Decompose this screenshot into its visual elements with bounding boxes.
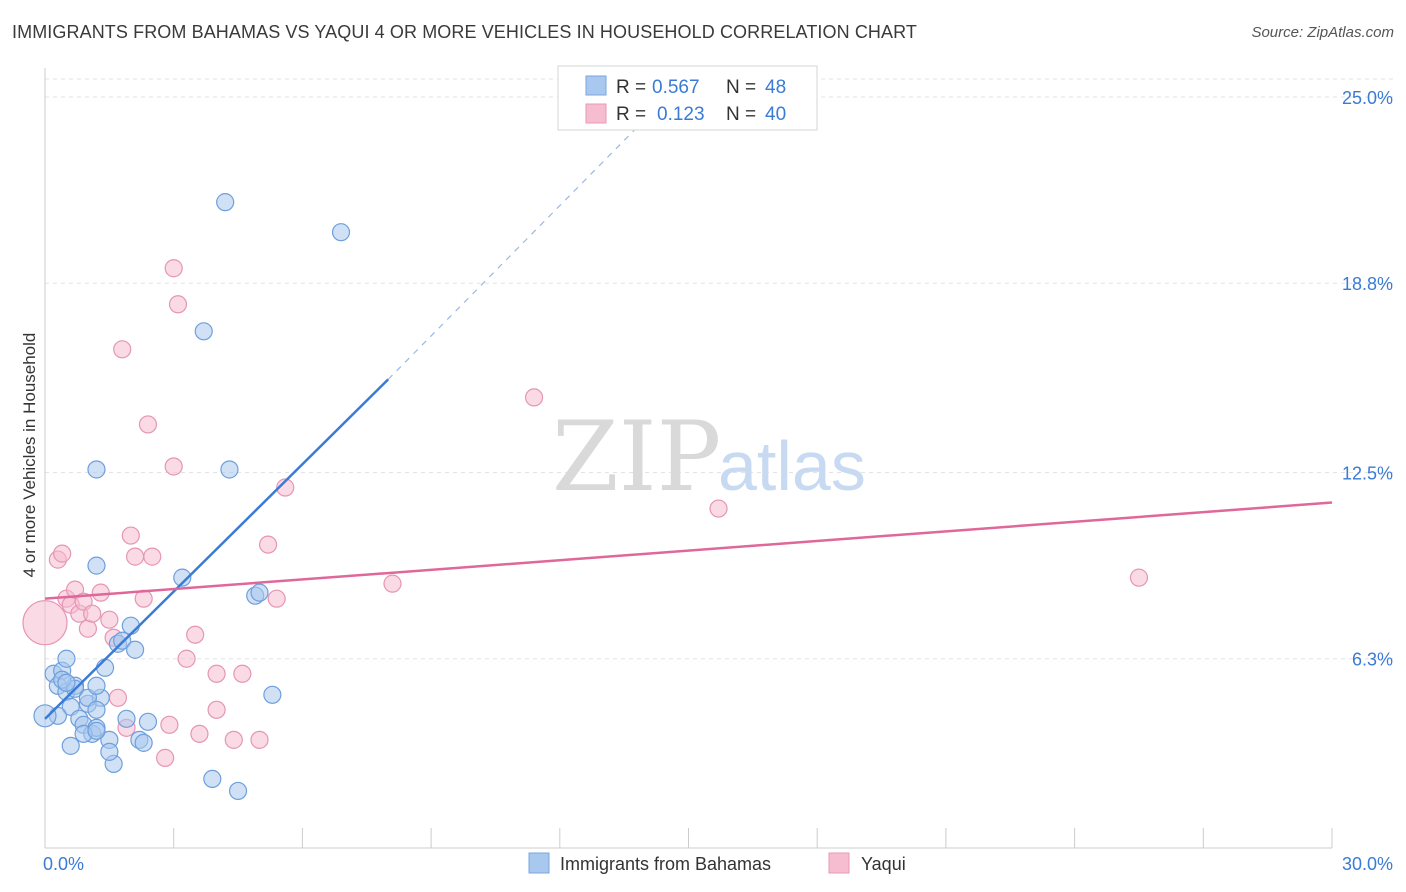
yaqui-point [83,604,102,623]
yaqui-point [177,649,196,668]
bottom-legend: Immigrants from Bahamas Yaqui [528,852,906,874]
chart-title: IMMIGRANTS FROM BAHAMAS VS YAQUI 4 OR MO… [12,22,917,42]
bahamas-point [173,568,192,587]
legend-n-label: N = [726,77,756,98]
bahamas-point [331,223,351,242]
yaqui-point [276,478,295,497]
trend-lines [44,96,1333,720]
legend-n-value: 48 [765,77,786,98]
yaqui-point [207,700,226,719]
yaqui-point [113,340,132,359]
yaqui-point [524,388,544,407]
bottom-legend-swatch-blue [528,852,550,874]
bottom-legend-label: Immigrants from Bahamas [560,854,771,874]
yaqui-point [143,547,162,566]
yaqui-point [190,724,209,743]
y-tick-label: 18.8% [1342,274,1393,294]
yaqui-point [160,715,179,734]
bahamas-point [194,322,213,341]
bahamas-point [33,704,57,728]
yaqui-point [186,625,205,644]
bahamas-point [87,700,106,719]
bahamas-trend-extension [387,96,668,380]
legend-r-value: 0.567 [652,77,700,98]
yaqui-point [383,574,402,593]
yaqui-point [108,688,128,707]
yaqui-point [125,547,145,566]
bahamas-point [138,712,158,731]
yaqui-trend-line [44,501,1333,600]
yaqui-point [22,600,68,646]
bahamas-point [134,733,153,752]
bahamas-point [61,736,80,755]
bahamas-point [250,583,269,602]
y-tick-labels: 6.3% 12.5% 18.8% 25.0% [1342,88,1393,670]
yaqui-points [22,259,1149,767]
yaqui-point [121,526,140,545]
bahamas-point [87,721,106,740]
x-tick-label: 0.0% [43,854,84,874]
y-tick-label: 12.5% [1342,464,1393,484]
bottom-legend-label: Yaqui [861,854,906,874]
yaqui-point [709,499,728,518]
bahamas-point [57,649,76,668]
bahamas-points [33,193,351,801]
bahamas-point [87,676,106,695]
yaqui-point [53,544,72,563]
yaqui-point [267,589,286,608]
legend-r-label: R = [616,104,646,125]
bottom-legend-swatch-pink [828,852,850,874]
yaqui-point [233,664,252,683]
yaqui-point [100,610,119,629]
yaqui-point [164,457,183,476]
y-tick-label: 6.3% [1352,650,1393,670]
yaqui-point [78,619,98,638]
yaqui-point [168,295,188,314]
legend-swatch-blue [585,75,607,96]
bahamas-point [220,460,239,479]
y-axis-title: 4 or more Vehicles in Household [20,333,39,578]
bahamas-point [87,556,106,575]
bahamas-point [121,616,140,635]
axes [44,68,1333,849]
gridlines [45,78,1395,660]
bahamas-point [263,685,282,704]
bahamas-point [203,769,222,789]
legend-r-value: 0.123 [657,104,705,125]
x-tick-label: 30.0% [1342,854,1393,874]
watermark-zip: ZIP [552,401,721,513]
yaqui-point [164,259,183,278]
bahamas-trend-line [44,378,390,720]
yaqui-point [91,583,110,602]
bahamas-point [57,673,76,692]
legend-box: R = 0.567 N = 48 R = 0.123 N = 40 [557,65,818,131]
yaqui-point [138,415,158,434]
legend-swatch-pink [585,103,607,124]
legend-r-label: R = [616,77,646,98]
x-tick-labels: 0.0% 30.0% [43,854,1393,874]
yaqui-point [250,730,269,749]
y-tick-label: 25.0% [1342,88,1393,108]
bahamas-point [117,709,136,728]
yaqui-point [207,664,226,683]
yaqui-point [156,748,175,767]
bahamas-point [125,640,145,659]
bahamas-point [100,742,119,761]
source-label: Source: ZipAtlas.com [1251,24,1394,41]
legend-n-label: N = [726,104,756,125]
yaqui-point [1129,568,1149,587]
yaqui-point [224,730,243,749]
bahamas-point [95,658,115,677]
yaqui-point [258,535,278,554]
bahamas-point [228,781,248,801]
bahamas-point [216,193,235,212]
bahamas-point [87,460,106,479]
legend-n-value: 40 [765,104,786,125]
watermark-atlas: atlas [718,427,866,505]
